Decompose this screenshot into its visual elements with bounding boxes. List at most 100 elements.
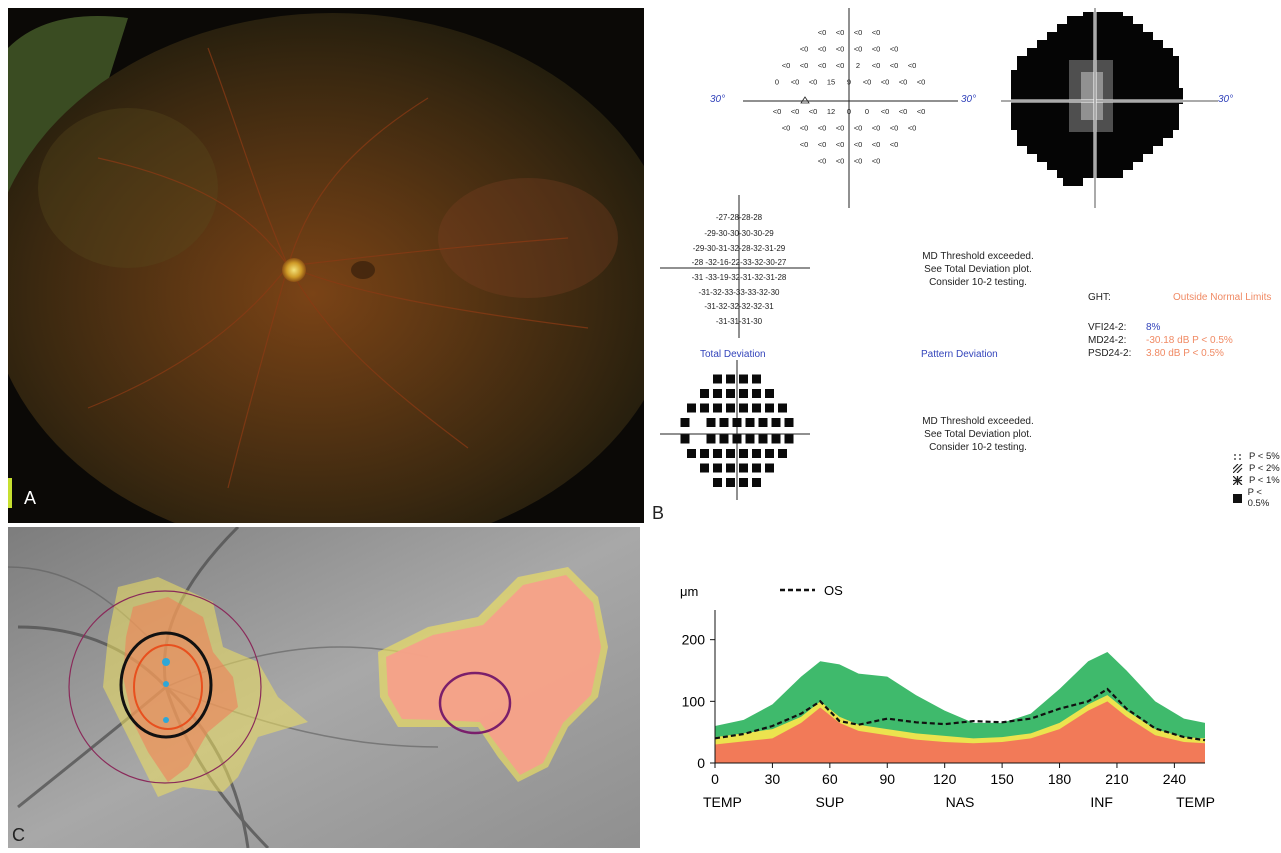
probability-symbol: [726, 449, 735, 458]
probability-symbol: [765, 403, 774, 413]
x-tick-label: 150: [990, 771, 1014, 787]
x-tick-label: 60: [822, 771, 838, 787]
probability-map: [660, 360, 810, 500]
probability-symbol: [771, 434, 781, 444]
region-label: TEMP: [703, 794, 742, 810]
threshold-value: <0: [818, 45, 827, 54]
probability-symbol: [713, 463, 722, 473]
message-top: MD Threshold exceeded. See Total Deviati…: [922, 251, 1034, 288]
x-tick-label: 30: [765, 771, 781, 787]
threshold-value: <0: [836, 45, 845, 54]
threshold-value: 12: [827, 107, 835, 116]
threshold-value: <0: [890, 61, 899, 70]
threshold-value: <0: [782, 124, 791, 133]
threshold-value: <0: [836, 61, 845, 70]
probability-symbol: [713, 449, 722, 458]
panel-letter-a: A: [24, 488, 37, 508]
probability-symbol: [687, 403, 696, 413]
threshold-value: <0: [863, 78, 872, 87]
vfi-row: VFI24-2: 8%: [1088, 322, 1161, 333]
threshold-value: <0: [818, 157, 827, 166]
threshold-value: <0: [809, 78, 818, 87]
probability-symbol: [739, 403, 748, 413]
probability-symbol: [713, 389, 722, 398]
threshold-value: <0: [818, 124, 827, 133]
threshold-value: 0: [847, 107, 851, 116]
threshold-value: <0: [782, 61, 791, 70]
probability-symbol: [778, 449, 787, 458]
probability-symbol: [739, 449, 748, 458]
probability-symbol: [784, 418, 794, 427]
region-label: INF: [1090, 794, 1113, 810]
threshold-value: <0: [872, 140, 881, 149]
oct-deviation-map-panel: C: [8, 527, 648, 848]
probability-symbol: [719, 418, 729, 427]
probability-symbol: [752, 374, 761, 384]
probability-symbol: [752, 403, 761, 413]
threshold-value: <0: [890, 45, 899, 54]
ght-row: GHT: Outside Normal Limits: [1088, 292, 1272, 303]
x-tick-label: 240: [1163, 771, 1187, 787]
threshold-value: <0: [917, 78, 926, 87]
threshold-grid: <0 <0 <0 <0<0 <0 <0 <0 <0 <0<0 <0 <0 <0 2 <0 <0 <00 <0 <0…: [743, 8, 958, 208]
legend-os-label: OS: [824, 583, 843, 598]
panel-letter-c: C: [12, 825, 25, 845]
probability-symbol: [752, 389, 761, 398]
threshold-value: <0: [854, 140, 863, 149]
threshold-value: 2: [856, 61, 860, 70]
probability-symbol: [771, 418, 781, 427]
probability-symbol: [700, 403, 709, 413]
rnfl-thickness-chart: 0 100 200 0 30 60 90 120 150 180 210 240 TEMP SUP NAS…: [680, 583, 1215, 810]
probability-symbol: [706, 434, 716, 444]
threshold-value: <0: [818, 61, 827, 70]
threshold-value: <0: [872, 61, 881, 70]
threshold-value: 0: [775, 78, 779, 87]
probability-symbol: [719, 434, 729, 444]
threshold-value: <0: [854, 45, 863, 54]
threshold-value: <0: [800, 140, 809, 149]
legend-p1: P < 1%: [1233, 475, 1280, 486]
probability-symbol: [765, 449, 774, 458]
threshold-value: <0: [836, 28, 845, 37]
fundus-photo: [8, 8, 644, 523]
total-deviation-row: -27-28-28-28: [716, 213, 763, 222]
total-deviation-row: -31-32-33-33-33-32-30: [699, 288, 780, 297]
total-deviation-row: -29-30-30-30-30-29: [704, 229, 774, 238]
threshold-value: <0: [836, 124, 845, 133]
probability-symbol: [739, 463, 748, 473]
probability-symbol: [713, 374, 722, 384]
threshold-value: <0: [881, 78, 890, 87]
md-row: MD24-2: -30.18 dB P < 0.5%: [1088, 335, 1233, 346]
probability-symbol: [778, 403, 787, 413]
threshold-value: <0: [773, 107, 782, 116]
threshold-value: <0: [791, 107, 800, 116]
probability-symbol: [752, 449, 761, 458]
threshold-value: <0: [854, 157, 863, 166]
legend-p5: P < 5%: [1233, 451, 1280, 462]
y-tick-label: 200: [682, 632, 706, 648]
total-deviation-row: -28 -32-16-22-33-32-30-27: [692, 258, 787, 267]
probability-symbol: [732, 434, 742, 444]
probability-symbol: [758, 434, 768, 444]
probability-symbol: [713, 403, 722, 413]
fundus-photo-panel: A: [8, 8, 644, 523]
threshold-value: <0: [899, 78, 908, 87]
probability-symbol: [739, 478, 748, 487]
probability-symbol: [680, 434, 690, 444]
oct-deviation-map: [8, 527, 648, 848]
x-tick-label: 0: [711, 771, 719, 787]
threshold-value: <0: [818, 140, 827, 149]
threshold-value: <0: [872, 157, 881, 166]
threshold-value: <0: [917, 107, 926, 116]
threshold-value: <0: [854, 124, 863, 133]
total-deviation-row: -29-30-31-32-28-32-31-29: [693, 244, 786, 253]
threshold-value: <0: [908, 61, 917, 70]
probability-symbol: [745, 418, 755, 427]
psd-row: PSD24-2: 3.80 dB P < 0.5%: [1088, 348, 1224, 359]
rnfl-chart-panel: 0 100 200 0 30 60 90 120 150 180 210 240 TEMP SUP NAS…: [650, 570, 1250, 848]
probability-symbol: [739, 374, 748, 384]
axis-label-right: 30°: [1218, 94, 1234, 105]
threshold-value: <0: [800, 61, 809, 70]
message-bottom: MD Threshold exceeded. See Total Deviati…: [922, 416, 1034, 453]
probability-symbol: [758, 418, 768, 427]
